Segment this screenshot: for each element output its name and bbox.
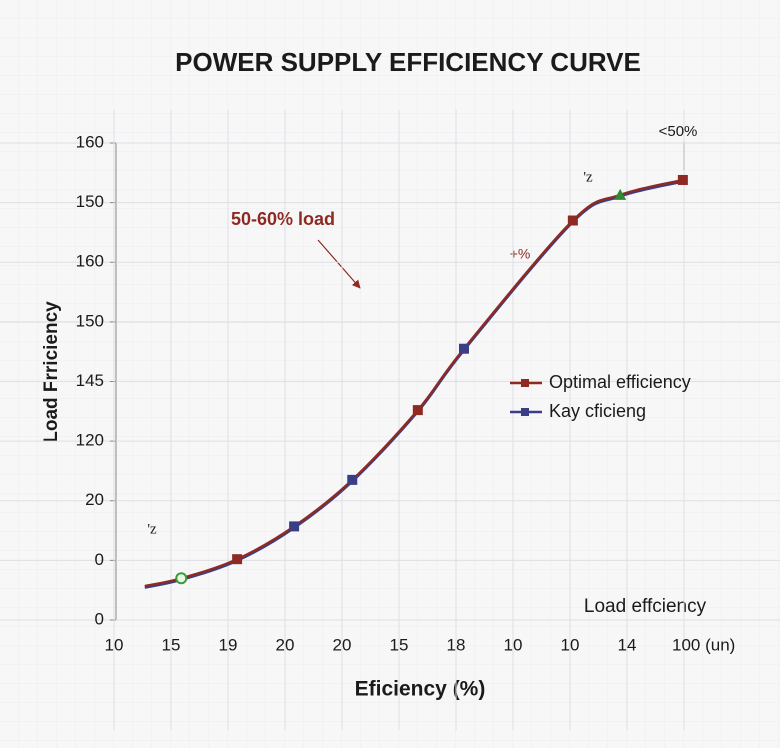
annotation: 'z <box>583 169 593 185</box>
y-axis-label: Load Frriciency <box>41 301 62 443</box>
marker <box>175 572 188 585</box>
y-tick-label: 120 <box>76 431 104 450</box>
marker <box>232 554 243 565</box>
y-tick-label: 160 <box>76 252 104 271</box>
annotation: +% <box>510 246 531 262</box>
x-axis-label: Eficiency (%) <box>355 678 486 701</box>
y-tick-label: 145 <box>76 371 104 390</box>
marker <box>412 405 423 416</box>
x-tick-label: 18 <box>447 635 466 654</box>
x-tick-label: 100 (un) <box>672 635 735 654</box>
marker <box>458 343 469 354</box>
marker <box>614 188 627 200</box>
annotation: <50% <box>659 123 698 140</box>
marker <box>347 474 358 485</box>
x-tick-label: 20 <box>276 635 295 654</box>
x-tick-label: 10 <box>504 635 523 654</box>
x-tick-label: 20 <box>333 635 352 654</box>
x-tick-label: 14 <box>618 635 637 654</box>
marker <box>289 521 300 532</box>
legend-marker <box>521 379 529 387</box>
y-tick-label: 150 <box>76 192 104 211</box>
series-line <box>144 178 684 588</box>
y-tick-label: 20 <box>85 490 104 509</box>
annotation-arrow <box>317 239 361 289</box>
legend-marker <box>521 408 529 416</box>
x-tick-label: 19 <box>219 635 238 654</box>
y-tick-label: 150 <box>76 311 104 330</box>
y-tick-label: 160 <box>76 132 104 151</box>
x-tick-label: 10 <box>105 635 124 654</box>
corner-label: Load effciency <box>584 596 707 617</box>
annotation: 50-60% load <box>231 209 335 229</box>
legend-label: Kay cficieng <box>549 401 646 421</box>
plot-area: 0 0 20 120 145 150 160 150 160 10 15 19 20 20 15 18 10 10… <box>0 110 780 730</box>
chart-title: POWER SUPPLY EFFICIENCY CURVE <box>175 47 641 77</box>
y-tick-label: 0 <box>95 550 104 569</box>
x-tick-label: 15 <box>390 635 409 654</box>
y-tick-label: 0 <box>95 609 104 628</box>
annotation: 'z <box>147 521 157 537</box>
marker <box>677 174 688 185</box>
x-tick-label: 10 <box>561 635 580 654</box>
marker <box>567 215 578 226</box>
x-tick-label: 15 <box>162 635 181 654</box>
legend-label: Optimal efficiency <box>549 372 691 392</box>
